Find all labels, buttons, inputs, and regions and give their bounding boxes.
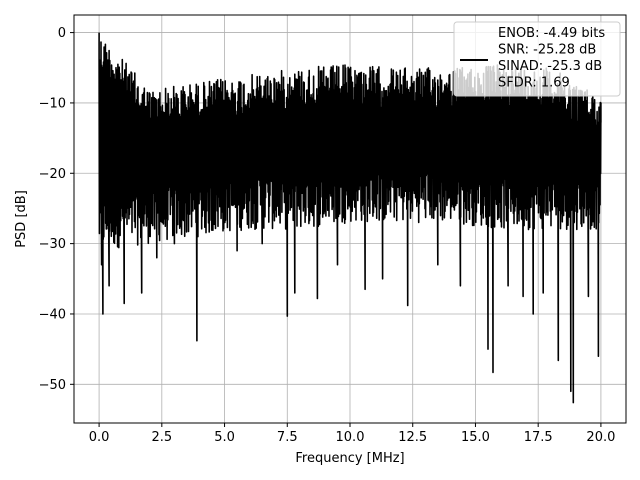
x-tick-label: 2.5 — [151, 430, 172, 445]
x-tick-label: 7.5 — [277, 430, 298, 445]
legend-box — [453, 21, 621, 97]
y-tick-label: −40 — [39, 307, 66, 322]
y-tick-label: −30 — [39, 237, 66, 252]
y-axis-label: PSD [dB] — [14, 190, 29, 248]
legend-sinad: SINAD: -25.3 dB — [498, 59, 602, 74]
axis-ticks: 0.0 2.5 5.0 7.5 10.0 12.5 15.0 17.5 20.0 0 −10 −20 −… — [39, 26, 616, 445]
y-tick-label: −10 — [39, 96, 66, 111]
x-tick-label: 20.0 — [586, 430, 615, 445]
legend-enob: ENOB: -4.49 bits — [498, 26, 605, 41]
x-tick-label: 17.5 — [524, 430, 553, 445]
legend-snr: SNR: -25.28 dB — [498, 43, 596, 58]
psd-trace — [98, 32, 602, 404]
x-tick-label: 12.5 — [398, 430, 427, 445]
legend: ENOB: -4.49 bits SNR: -25.28 dB SINAD: -… — [453, 21, 621, 97]
psd-series — [98, 32, 602, 404]
y-tick-label: 0 — [58, 26, 66, 41]
legend-sfdr: SFDR: 1.69 — [498, 76, 570, 91]
y-tick-label: −50 — [39, 378, 66, 393]
x-tick-label: 10.0 — [336, 430, 365, 445]
y-tick-label: −20 — [39, 167, 66, 182]
x-tick-label: 15.0 — [461, 430, 490, 445]
x-tick-label: 5.0 — [214, 430, 235, 445]
x-tick-label: 0.0 — [89, 430, 110, 445]
x-axis-label: Frequency [MHz] — [295, 451, 404, 466]
